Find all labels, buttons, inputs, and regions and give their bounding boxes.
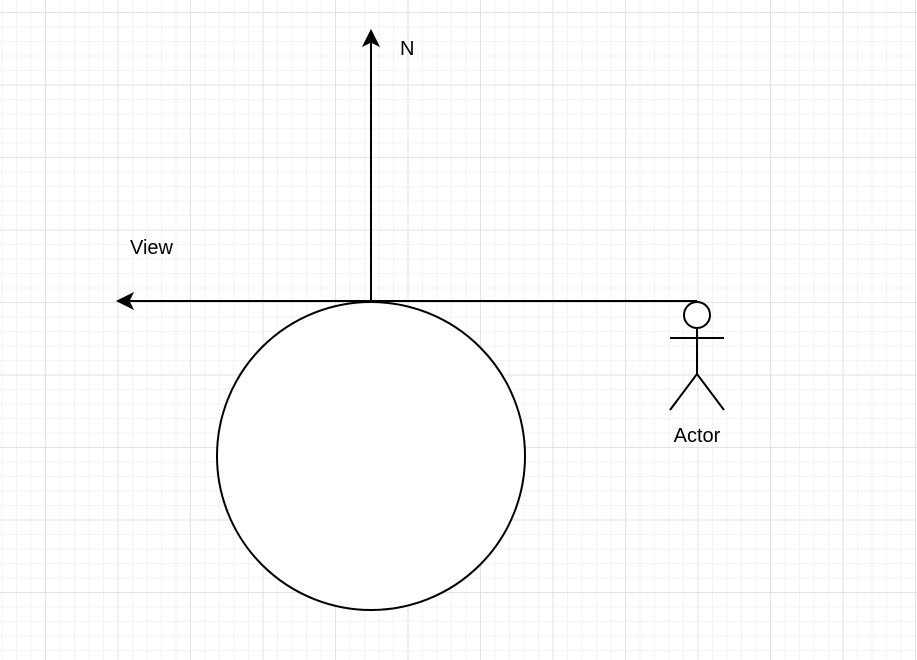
actor-right-leg (696, 373, 725, 411)
actor-label: Actor (674, 425, 721, 447)
north-label: N (400, 38, 414, 60)
view-arrowhead (115, 291, 135, 311)
actor-left-leg (669, 373, 698, 411)
actor-head (683, 301, 711, 329)
actor-figure[interactable] (669, 301, 725, 411)
planet-circle[interactable] (216, 301, 526, 611)
view-label: View (130, 237, 174, 259)
north-arrowhead (361, 28, 381, 48)
